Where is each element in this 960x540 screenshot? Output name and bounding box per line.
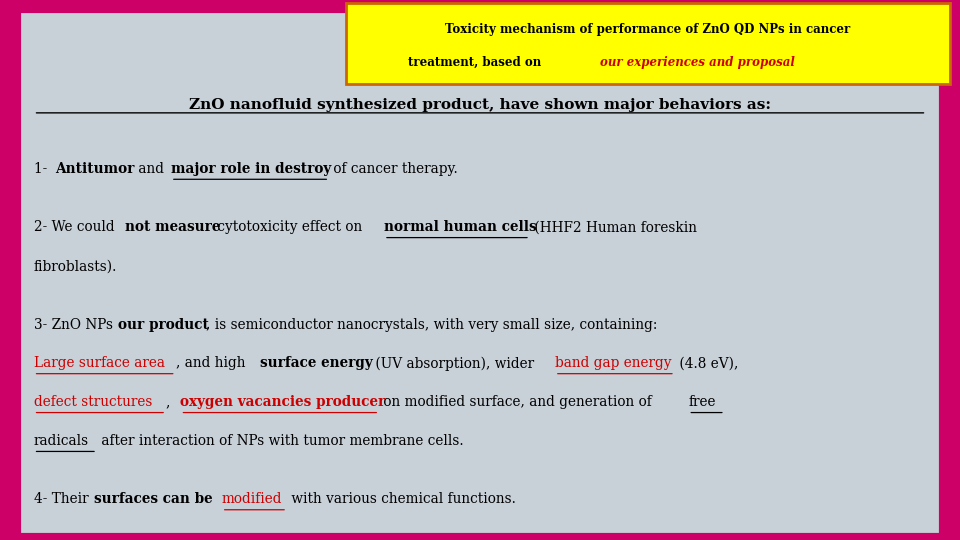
Text: not measure: not measure — [125, 220, 220, 234]
Text: Toxicity mechanism of performance of ZnO QD NPs in cancer: Toxicity mechanism of performance of ZnO… — [445, 23, 851, 36]
FancyBboxPatch shape — [19, 11, 941, 535]
Text: modified: modified — [222, 492, 282, 507]
Text: band gap energy: band gap energy — [555, 356, 671, 370]
Text: major role in destroy: major role in destroy — [171, 162, 331, 176]
Text: radicals: radicals — [34, 434, 88, 448]
Text: 1-: 1- — [34, 162, 51, 176]
Text: 3- ZnO NPs: 3- ZnO NPs — [34, 318, 117, 332]
Text: normal human cells: normal human cells — [384, 220, 537, 234]
Text: Large surface area: Large surface area — [34, 356, 164, 370]
Text: ,: , — [166, 395, 175, 409]
Text: (UV absorption), wider: (UV absorption), wider — [371, 356, 538, 371]
Text: surfaces can be: surfaces can be — [94, 492, 213, 507]
Text: and: and — [134, 162, 169, 176]
Text: with various chemical functions.: with various chemical functions. — [287, 492, 516, 507]
Text: our experiences and proposal: our experiences and proposal — [600, 56, 795, 69]
Text: free: free — [688, 395, 716, 409]
Text: treatment, based on: treatment, based on — [408, 56, 545, 69]
Text: 2- We could: 2- We could — [34, 220, 119, 234]
Text: after interaction of NPs with tumor membrane cells.: after interaction of NPs with tumor memb… — [97, 434, 464, 448]
Text: , is semiconductor nanocrystals, with very small size, containing:: , is semiconductor nanocrystals, with ve… — [206, 318, 658, 332]
Text: fibroblasts).: fibroblasts). — [34, 259, 117, 273]
Text: ZnO nanofluid synthesized product, have shown major behaviors as:: ZnO nanofluid synthesized product, have … — [189, 98, 771, 112]
Text: on modified surface, and generation of: on modified surface, and generation of — [379, 395, 657, 409]
Text: cytotoxicity effect on: cytotoxicity effect on — [213, 220, 367, 234]
Text: Antitumor: Antitumor — [55, 162, 134, 176]
Text: (HHF2 Human foreskin: (HHF2 Human foreskin — [530, 220, 697, 234]
Text: our product: our product — [118, 318, 209, 332]
Text: surface energy: surface energy — [260, 356, 372, 370]
FancyBboxPatch shape — [346, 3, 950, 84]
Text: , and high: , and high — [176, 356, 250, 370]
Text: of cancer therapy.: of cancer therapy. — [329, 162, 458, 176]
Text: defect structures: defect structures — [34, 395, 152, 409]
Text: oxygen vacancies producer: oxygen vacancies producer — [180, 395, 386, 409]
Text: 4- Their: 4- Their — [34, 492, 92, 507]
Text: (4.8 eV),: (4.8 eV), — [675, 356, 738, 370]
